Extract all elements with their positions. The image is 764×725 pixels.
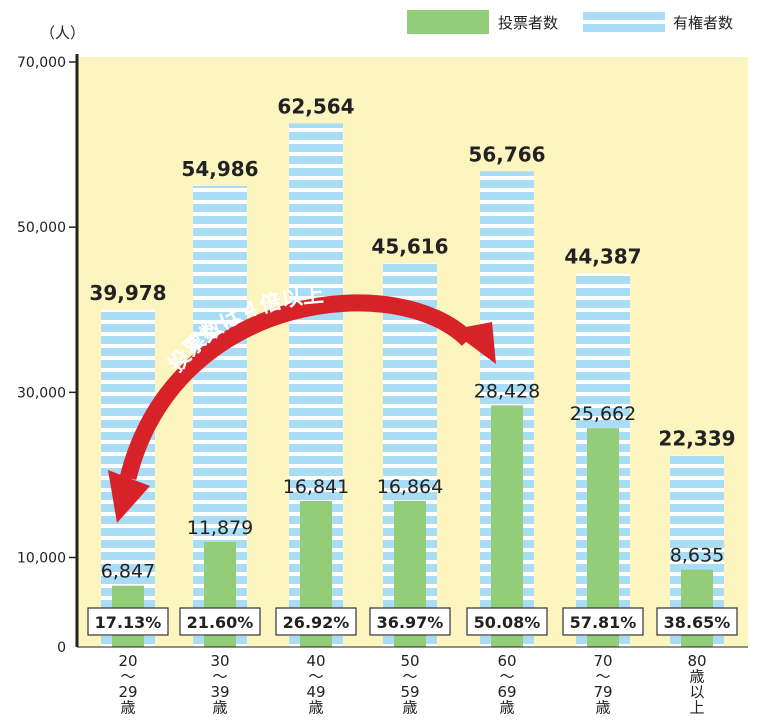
data-labels: 39,978 54,986 62,564 45,616 56,766 44,387 22,3… [87,94,738,636]
registered-value-label: 54,986 [181,157,258,181]
registered-value-label: 56,766 [468,142,545,166]
turnout-label: 17.13% [95,613,162,632]
x-category-label-line: 〜 [499,668,514,686]
turnout-box [179,607,261,636]
x-category-label-line: 30 [210,652,229,670]
x-category-label: 40〜49歳 [306,652,325,717]
voter-value-label: 16,864 [377,476,443,498]
y-tick-label: 30,000 [17,385,66,401]
x-category-label-line: 〜 [308,668,323,686]
x-category-label-line: 以 [689,683,704,701]
registered-value-label: 44,387 [564,245,641,269]
turnout-label: 57.81% [570,613,637,632]
legend-swatch-voters [407,10,489,34]
registered-value-label: 22,339 [658,427,735,451]
x-category-label-line: 歳 [499,699,514,717]
annotation-arrowhead-right [450,322,496,364]
turnout-box [87,607,169,636]
turnout-box [466,607,548,636]
turnout-box [656,607,738,636]
turnout-label: 26.92% [283,613,350,632]
voter-value-label: 28,428 [474,380,540,402]
x-category-label-line: 〜 [212,668,227,686]
x-category-label-line: 20 [118,652,137,670]
registered-value-label: 62,564 [277,94,354,118]
y-tick-label: 70,000 [17,55,66,71]
turnout-label: 38.65% [664,613,731,632]
x-category-label-line: 79 [593,683,612,701]
x-category-label-line: 39 [210,683,229,701]
x-category-label-line: 歳 [402,699,417,717]
x-category-label-line: 〜 [595,668,610,686]
x-category-label-line: 69 [497,683,516,701]
registered-value-label: 45,616 [371,234,448,258]
voter-value-label: 25,662 [570,403,636,425]
x-category-label-line: 〜 [402,668,417,686]
annotation-arrow-body [119,294,475,481]
y-tick-label: 50,000 [17,220,66,236]
annotation-arrowhead-left [108,470,150,523]
x-category-label-line: 歳 [212,699,227,717]
x-category-label-line: 歳 [308,699,323,717]
x-category-label: 30〜39歳 [210,652,229,717]
voter-value-label: 11,879 [187,517,253,539]
turnout-box [562,607,644,636]
turnout-label: 21.60% [187,613,254,632]
x-category-label: 50〜59歳 [400,652,419,717]
x-category-label-line: 上 [689,699,704,717]
x-category-label-line: 40 [306,652,325,670]
x-category-label-line: 歳 [120,699,135,717]
y-unit-label: （人） [40,24,85,42]
axes: 010,00030,00050,00070,000（人）20〜29歳30〜39歳… [17,24,748,717]
voter-value-label: 8,635 [670,545,724,567]
legend-label-registered: 有権者数 [673,14,733,32]
x-category-label-line: 80 [687,652,706,670]
x-category-label-line: 歳 [595,699,610,717]
x-category-label-line: 〜 [120,668,135,686]
voter-bar [491,405,523,647]
legend-swatch-registered [583,10,665,34]
x-category-label: 20〜29歳 [118,652,137,717]
x-category-label-line: 59 [400,683,419,701]
x-category-label: 70〜79歳 [593,652,612,717]
legend-label-voters: 投票者数 [498,14,558,32]
voter-value-label: 6,847 [101,561,155,583]
turnout-label: 50.08% [474,613,541,632]
y-tick-label: 10,000 [17,551,66,567]
legend: 投票者数 有権者数 [407,10,733,34]
voter-value-label: 16,841 [283,476,349,498]
x-category-label-line: 50 [400,652,419,670]
x-category-label-line: 歳 [689,668,704,686]
x-category-label: 60〜69歳 [497,652,516,717]
x-category-label-line: 60 [497,652,516,670]
x-category-label-line: 29 [118,683,137,701]
turnout-label: 36.97% [377,613,444,632]
turnout-box [275,607,357,636]
x-category-label-line: 70 [593,652,612,670]
y-tick-label: 0 [57,640,66,656]
registered-value-label: 39,978 [89,281,166,305]
turnout-box [369,607,451,636]
x-category-label-line: 49 [306,683,325,701]
